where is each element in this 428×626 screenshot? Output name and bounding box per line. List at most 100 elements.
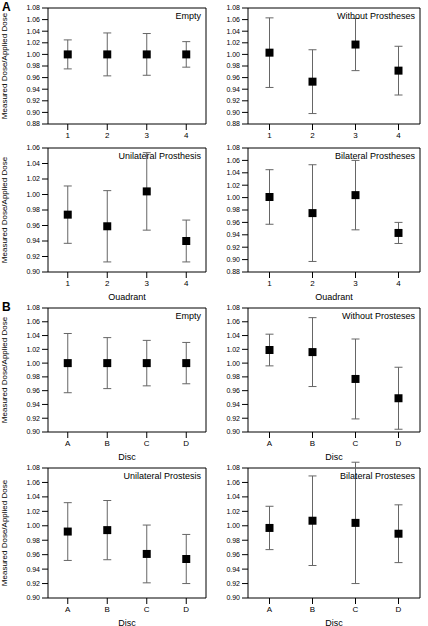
svg-text:1.02: 1.02: [226, 508, 240, 515]
svg-text:1.00: 1.00: [226, 194, 240, 201]
svg-text:1.00: 1.00: [26, 191, 40, 198]
svg-text:0.98: 0.98: [26, 373, 40, 380]
svg-text:D: D: [183, 439, 189, 448]
svg-text:1.04: 1.04: [226, 28, 240, 35]
svg-text:1.08: 1.08: [226, 4, 240, 11]
svg-text:1.06: 1.06: [26, 16, 40, 23]
svg-text:B: B: [105, 439, 110, 448]
svg-text:0.96: 0.96: [26, 74, 40, 81]
svg-text:0.96: 0.96: [226, 551, 240, 558]
svg-text:Disc: Disc: [118, 618, 136, 626]
svg-text:0.98: 0.98: [226, 206, 240, 213]
svg-text:1.06: 1.06: [26, 318, 40, 325]
svg-text:1: 1: [66, 131, 71, 140]
svg-text:1.04: 1.04: [26, 160, 40, 167]
svg-text:2: 2: [105, 279, 110, 288]
svg-text:0.90: 0.90: [26, 109, 40, 116]
svg-text:0.94: 0.94: [226, 401, 240, 408]
svg-text:0.92: 0.92: [26, 580, 40, 587]
svg-text:1.00: 1.00: [26, 51, 40, 58]
svg-text:0.96: 0.96: [226, 387, 240, 394]
svg-text:1.06: 1.06: [226, 16, 240, 23]
svg-text:1: 1: [267, 131, 272, 140]
svg-text:1: 1: [267, 279, 272, 288]
svg-text:2: 2: [310, 131, 315, 140]
svg-text:A: A: [65, 439, 71, 448]
svg-text:0.98: 0.98: [226, 537, 240, 544]
svg-text:0.94: 0.94: [26, 401, 40, 408]
svg-text:B: B: [310, 605, 315, 614]
svg-text:1.08: 1.08: [226, 144, 240, 151]
svg-text:A: A: [267, 605, 273, 614]
svg-text:0.96: 0.96: [26, 551, 40, 558]
svg-text:1.04: 1.04: [26, 332, 40, 339]
svg-text:Disc: Disc: [118, 452, 136, 460]
svg-text:1.08: 1.08: [226, 304, 240, 311]
svg-text:0.96: 0.96: [26, 387, 40, 394]
svg-text:1.02: 1.02: [226, 182, 240, 189]
svg-text:1.06: 1.06: [26, 479, 40, 486]
svg-text:Measured Dose/Applied Dose: Measured Dose/Applied Dose: [8, 479, 9, 586]
svg-text:B: B: [310, 439, 315, 448]
svg-text:0.94: 0.94: [226, 566, 240, 573]
svg-text:4: 4: [396, 131, 401, 140]
svg-text:2: 2: [105, 131, 110, 140]
svg-text:0.94: 0.94: [26, 86, 40, 93]
svg-text:0.92: 0.92: [226, 97, 240, 104]
svg-text:0.92: 0.92: [226, 415, 240, 422]
svg-text:1: 1: [66, 279, 71, 288]
svg-text:2: 2: [310, 279, 315, 288]
svg-text:Measured Dose/Applied Dose: Measured Dose/Applied Dose: [8, 156, 9, 263]
svg-text:0.96: 0.96: [26, 222, 40, 229]
svg-text:0.90: 0.90: [226, 256, 240, 263]
svg-text:1.02: 1.02: [226, 39, 240, 46]
svg-text:0.92: 0.92: [26, 415, 40, 422]
svg-text:1.02: 1.02: [26, 39, 40, 46]
svg-text:0.90: 0.90: [26, 428, 40, 435]
svg-text:B: B: [105, 605, 110, 614]
svg-text:4: 4: [396, 279, 401, 288]
svg-text:0.88: 0.88: [26, 120, 40, 127]
svg-text:0.94: 0.94: [26, 237, 40, 244]
svg-text:1.02: 1.02: [26, 508, 40, 515]
svg-text:0.96: 0.96: [226, 219, 240, 226]
svg-text:0.98: 0.98: [26, 537, 40, 544]
svg-text:1.08: 1.08: [26, 464, 40, 471]
svg-text:1.08: 1.08: [226, 464, 240, 471]
svg-text:0.92: 0.92: [26, 253, 40, 260]
svg-text:1.04: 1.04: [226, 493, 240, 500]
svg-text:3: 3: [353, 279, 358, 288]
svg-text:0.88: 0.88: [226, 268, 240, 275]
svg-text:1.02: 1.02: [226, 346, 240, 353]
svg-text:1.04: 1.04: [226, 169, 240, 176]
svg-text:0.90: 0.90: [226, 428, 240, 435]
svg-text:3: 3: [353, 131, 358, 140]
svg-text:3: 3: [145, 131, 150, 140]
svg-text:0.90: 0.90: [226, 594, 240, 601]
svg-text:1.06: 1.06: [26, 144, 40, 151]
svg-text:D: D: [183, 605, 189, 614]
svg-text:1.04: 1.04: [26, 28, 40, 35]
svg-text:0.94: 0.94: [26, 566, 40, 573]
svg-text:1.04: 1.04: [226, 332, 240, 339]
svg-text:1.06: 1.06: [226, 157, 240, 164]
svg-text:0.92: 0.92: [226, 580, 240, 587]
svg-text:Measured Dose/Applied Dose: Measured Dose/Applied Dose: [8, 316, 9, 423]
svg-text:0.92: 0.92: [26, 97, 40, 104]
svg-text:0.90: 0.90: [226, 109, 240, 116]
svg-text:1.00: 1.00: [26, 522, 40, 529]
svg-text:0.88: 0.88: [226, 120, 240, 127]
svg-text:1.06: 1.06: [226, 318, 240, 325]
svg-text:1.06: 1.06: [226, 479, 240, 486]
svg-text:Quadrant: Quadrant: [108, 292, 146, 300]
svg-text:D: D: [396, 439, 402, 448]
svg-text:Disc: Disc: [325, 452, 343, 460]
svg-text:3: 3: [145, 279, 150, 288]
svg-text:0.98: 0.98: [226, 62, 240, 69]
svg-text:1.00: 1.00: [226, 522, 240, 529]
svg-text:1.00: 1.00: [26, 360, 40, 367]
svg-text:D: D: [396, 605, 402, 614]
svg-text:0.98: 0.98: [26, 206, 40, 213]
svg-text:C: C: [353, 439, 359, 448]
svg-text:Disc: Disc: [325, 618, 343, 626]
